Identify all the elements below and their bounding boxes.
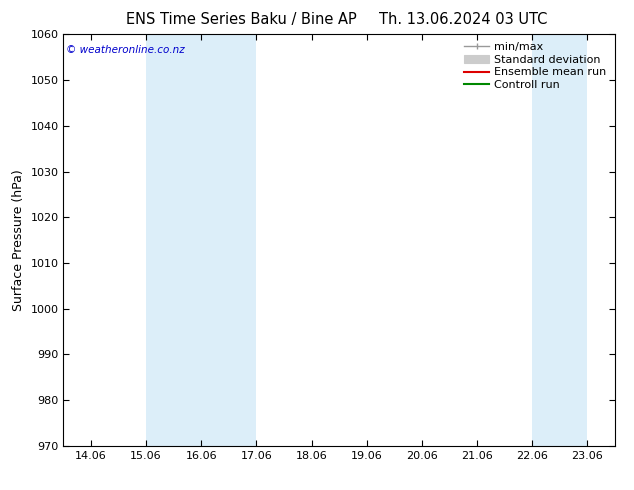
Bar: [533, 34, 588, 446]
Text: © weatheronline.co.nz: © weatheronline.co.nz: [66, 45, 185, 54]
Text: Th. 13.06.2024 03 UTC: Th. 13.06.2024 03 UTC: [378, 12, 547, 27]
Legend: min/max, Standard deviation, Ensemble mean run, Controll run: min/max, Standard deviation, Ensemble me…: [465, 42, 607, 90]
Text: ENS Time Series Baku / Bine AP: ENS Time Series Baku / Bine AP: [126, 12, 356, 27]
Y-axis label: Surface Pressure (hPa): Surface Pressure (hPa): [12, 169, 25, 311]
Bar: [146, 34, 256, 446]
